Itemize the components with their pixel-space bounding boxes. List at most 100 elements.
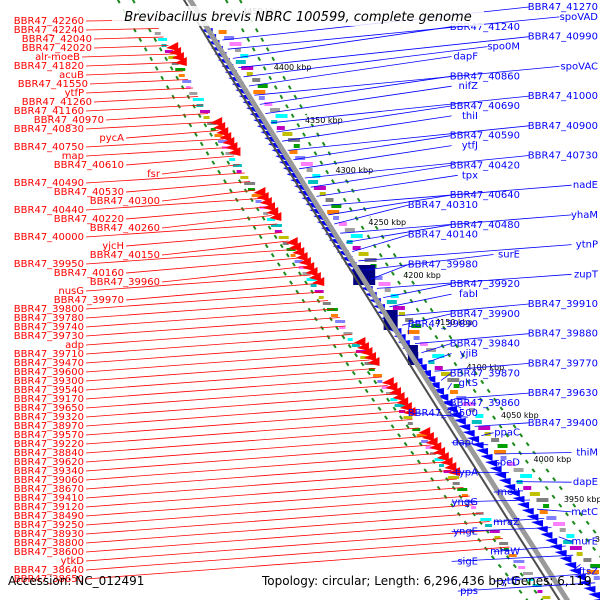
right-gene-label: yngE — [453, 527, 478, 538]
right-gene-label: BBR47_40140 — [408, 230, 478, 241]
right-gene-label: BBR47_41240 — [450, 22, 520, 33]
left-gene-label: BBR47_38930 — [14, 529, 84, 540]
left-gene-label: BBR47_38650 — [14, 574, 84, 585]
scale-label-bg — [271, 62, 316, 71]
feature-block — [252, 78, 261, 82]
feature-block — [453, 384, 460, 388]
left-gene-label: ytfP — [65, 88, 84, 99]
feature-block — [403, 416, 413, 419]
right-leader-line — [395, 303, 529, 317]
scale-label-bg — [433, 317, 478, 326]
feature-block — [258, 96, 265, 100]
right-gene-label: tpx — [462, 170, 478, 181]
left-leader-line — [125, 257, 300, 274]
left-leader-line — [93, 96, 199, 103]
left-gene-label: BBR47_39220 — [14, 439, 84, 450]
feature-block — [494, 450, 507, 454]
feature-block — [368, 368, 375, 371]
left-leader-line — [85, 419, 413, 445]
feature-block — [499, 542, 509, 545]
right-leader-line — [493, 545, 566, 552]
feature-block — [576, 552, 583, 556]
forward-gene-arrow — [259, 197, 272, 206]
left-leader-line — [125, 181, 251, 193]
right-leader-line — [287, 125, 529, 151]
right-gene-label: dapC — [452, 438, 478, 449]
right-leader-line — [427, 353, 452, 363]
right-gene-label: spo0M — [487, 42, 520, 53]
feature-block — [300, 162, 313, 166]
left-leader-line — [85, 427, 419, 454]
accession-label: Accession: NC_012491 — [8, 574, 145, 588]
right-leader-line — [304, 155, 529, 179]
left-gene-label: BBR47_41820 — [14, 61, 84, 72]
reverse-gene-arrow — [540, 532, 553, 539]
feature-block — [421, 440, 429, 443]
feature-block — [251, 194, 262, 197]
feature-block — [322, 302, 331, 305]
feature-block — [416, 434, 428, 437]
feature-block — [542, 596, 551, 599]
feature-block — [537, 590, 543, 593]
feature-block — [289, 150, 298, 154]
forward-gene-arrow — [448, 467, 461, 476]
forward-gene-arrow — [356, 342, 369, 351]
reverse-gene-arrow — [507, 490, 520, 497]
left-leader-line — [85, 504, 477, 535]
feature-block — [563, 540, 574, 544]
feature-block — [343, 332, 353, 335]
forward-gene-arrow — [216, 127, 229, 136]
feature-block — [593, 576, 600, 580]
reverse-gene-arrow — [521, 508, 534, 515]
feature-block — [264, 102, 273, 106]
feature-block — [269, 108, 280, 112]
left-leader-line — [89, 79, 189, 85]
feature-block — [267, 218, 276, 221]
right-gene-label: mraZ — [493, 517, 520, 528]
scale-label: 4050 kbp — [501, 411, 539, 420]
left-leader-line — [85, 28, 159, 31]
feature-block — [529, 492, 540, 496]
right-leader-line — [421, 343, 452, 354]
forward-gene-arrow — [292, 247, 305, 256]
left-leader-line — [85, 368, 376, 391]
scale-label-bg — [531, 454, 576, 463]
scale-label: 4200 kbp — [403, 271, 441, 280]
feature-block — [407, 422, 413, 425]
left-leader-line — [85, 317, 340, 337]
feature-block — [469, 408, 476, 412]
right-leader-line — [370, 264, 410, 280]
feature-block — [295, 156, 306, 160]
right-leader-line — [376, 273, 572, 289]
right-gene-label: dapE — [573, 477, 598, 488]
left-gene-label: BBR47_39340 — [14, 466, 84, 477]
reverse-gene-arrow — [588, 592, 600, 599]
forward-gene-arrow — [396, 397, 409, 406]
left-leader-line — [85, 172, 245, 184]
forward-gene-arrow — [399, 402, 412, 411]
right-leader-line — [259, 75, 451, 105]
right-leader-line — [316, 174, 458, 197]
feature-block — [338, 222, 347, 226]
left-gene-label: map — [62, 151, 84, 162]
left-leader-line — [125, 206, 267, 220]
feature-block — [390, 294, 399, 298]
forward-gene-arrow — [266, 207, 279, 216]
forward-gene-arrow — [222, 137, 235, 146]
reverse-gene-arrow — [462, 430, 475, 437]
left-gene-labels: BBR47_42260BBR47_42240BBR47_42040BBR47_4… — [14, 16, 161, 585]
right-gene-label: BBR47_40590 — [450, 131, 520, 142]
left-gene-label: BBR47_39710 — [14, 349, 84, 360]
label-leader-lines — [81, 6, 596, 592]
left-leader-line — [85, 104, 204, 112]
left-leader-line — [125, 283, 317, 301]
feature-block — [182, 80, 192, 83]
right-leader-line — [340, 214, 572, 234]
feature-block — [553, 522, 566, 526]
right-gene-label: pps — [460, 586, 478, 597]
feature-block — [434, 458, 444, 461]
left-gene-label: BBR47_39650 — [14, 403, 84, 414]
forward-gene-arrow — [171, 52, 184, 61]
right-leader-line — [454, 392, 529, 400]
